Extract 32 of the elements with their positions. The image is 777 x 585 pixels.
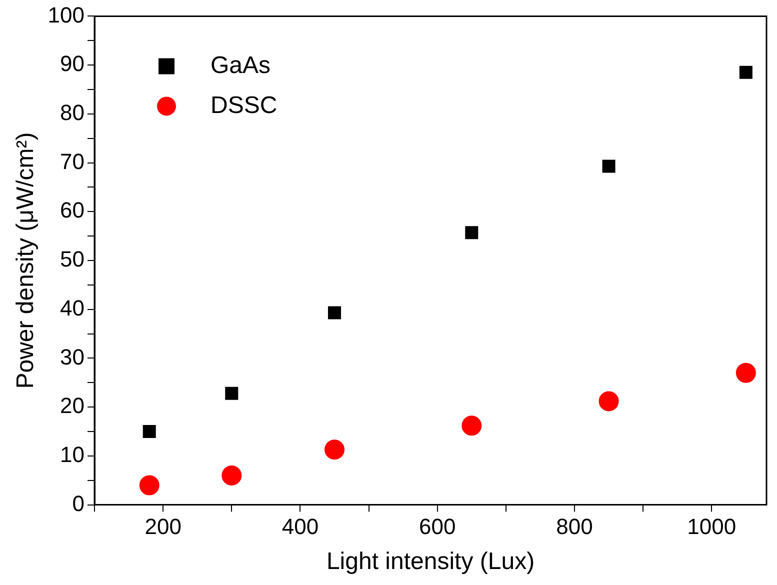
- point: [328, 306, 342, 320]
- y-tick-label: 80: [60, 100, 85, 125]
- point: [739, 66, 752, 79]
- y-tick-label: 0: [72, 490, 85, 516]
- point: [602, 160, 616, 173]
- y-tick-label: 90: [60, 51, 85, 76]
- x-tick-label: 600: [419, 514, 456, 540]
- x-tick-label: 1000: [687, 514, 736, 540]
- y-tick-label: 30: [60, 344, 85, 370]
- point: [225, 386, 238, 400]
- point: [222, 465, 242, 486]
- x-tick-label: 200: [144, 514, 182, 540]
- point: [736, 362, 756, 383]
- point: [462, 416, 482, 436]
- x-tick-label: 400: [282, 514, 319, 540]
- point: [598, 391, 619, 412]
- y-tick-label: 10: [60, 442, 85, 468]
- y-tick-label: 40: [60, 295, 85, 320]
- y-axis-title: Power density (μW/cm²): [12, 132, 40, 389]
- y-tick-label: 20: [60, 393, 85, 418]
- point: [139, 475, 160, 496]
- point: [465, 226, 478, 240]
- point: [142, 425, 156, 438]
- y-tick-label: 60: [60, 198, 85, 223]
- legend-label: GaAs: [210, 52, 271, 79]
- point: [324, 440, 345, 460]
- y-tick-label: 50: [60, 246, 85, 272]
- x-tick-label: 800: [556, 514, 593, 540]
- x-axis-title: Light intensity (Lux): [326, 548, 535, 576]
- y-tick-label: 100: [48, 2, 85, 28]
- y-tick-label: 70: [60, 148, 85, 174]
- legend-label: DSSC: [210, 92, 278, 119]
